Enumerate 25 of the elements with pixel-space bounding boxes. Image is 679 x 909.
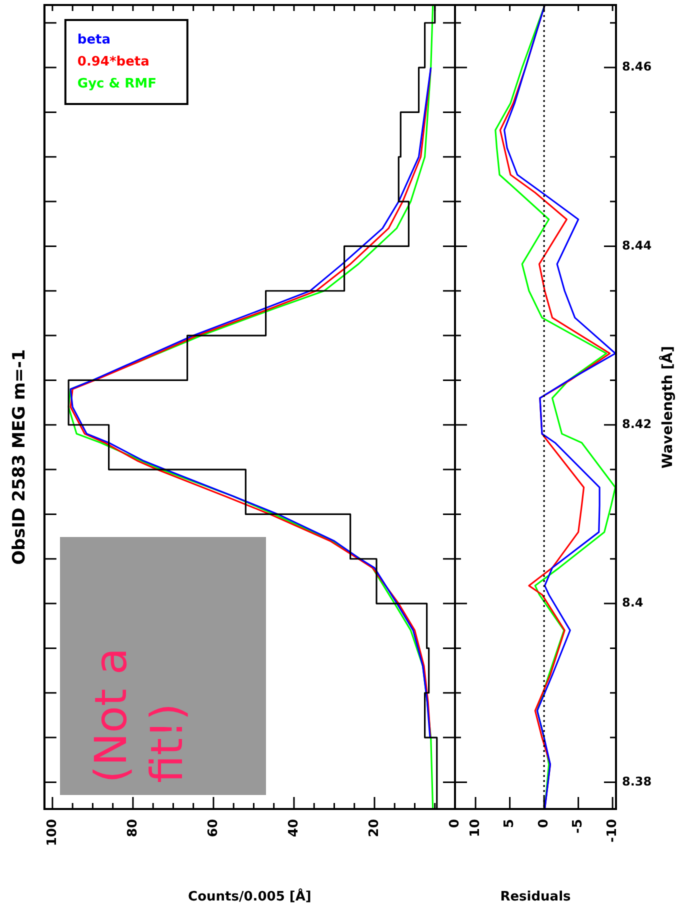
text: beta xyxy=(77,32,111,48)
x-tick-label: 0 xyxy=(447,819,462,828)
x-tick-label: 10 xyxy=(468,819,483,838)
y-tick-label: 8.42 xyxy=(622,416,652,431)
x-tick-label: 100 xyxy=(44,819,60,846)
y-tick-label: 8.44 xyxy=(622,238,652,252)
x-axis-title: Counts/0.005 [Å] xyxy=(188,888,312,905)
text: ObsID 2583 MEG m=-1 xyxy=(10,349,30,565)
y-tick-label: 8.46 xyxy=(622,60,652,74)
y-axis-title: Wavelength [Å] xyxy=(660,346,676,468)
annotation: (Not a fit!) xyxy=(85,646,194,783)
y-tick-label: 8.4 xyxy=(622,596,644,610)
x-tick-label: -10 xyxy=(604,819,620,842)
x-tick-label: 60 xyxy=(206,819,221,838)
x-tick-label: 80 xyxy=(125,819,140,838)
y-tick-label: 8.38 xyxy=(622,774,652,788)
x-tick-label: 5 xyxy=(502,819,518,828)
text: 0.94*beta xyxy=(77,54,150,70)
note-card: (Not a fit!) xyxy=(60,537,266,795)
x-tick-label: 0 xyxy=(536,819,552,828)
x-axis-title: Residuals xyxy=(500,890,572,905)
x-tick-label: 40 xyxy=(286,819,302,838)
text: Gyc & RMF xyxy=(77,76,156,92)
x-tick-label: 20 xyxy=(366,819,382,838)
x-tick-label: -5 xyxy=(570,819,586,834)
